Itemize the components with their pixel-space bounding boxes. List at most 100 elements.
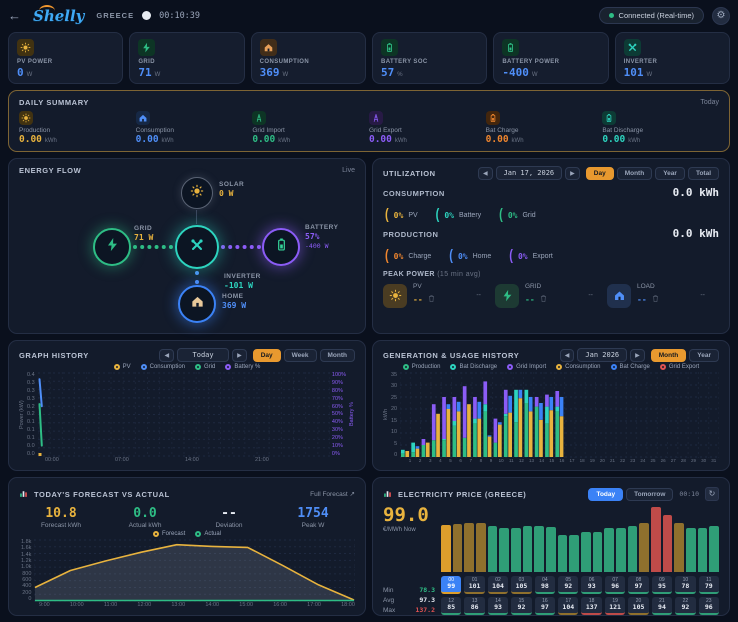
price-cell-13[interactable]: 1386 [464, 597, 484, 615]
daily-metric-unit: kWh [45, 138, 57, 144]
price-bar-02[interactable] [464, 523, 474, 572]
home-node[interactable] [178, 285, 216, 323]
price-cell-05[interactable]: 0592 [558, 576, 578, 594]
grid-node[interactable] [93, 228, 131, 266]
price-cell-18[interactable]: 18137 [581, 597, 601, 615]
gen-next-button[interactable]: ▶ [630, 349, 645, 362]
refresh-button[interactable]: ↻ [705, 487, 719, 501]
price-cell-10[interactable]: 1078 [675, 576, 695, 594]
stat-card-pv-power[interactable]: PV POWER0W [8, 32, 123, 84]
price-bar-14[interactable] [604, 528, 614, 572]
tower-icon [252, 111, 266, 125]
gh-period-month-button[interactable]: Month [320, 349, 356, 362]
price-bar-19[interactable] [663, 515, 673, 572]
price-cell-22[interactable]: 2292 [675, 597, 695, 615]
battery-node[interactable] [262, 228, 300, 266]
util-period-day-button[interactable]: Day [586, 167, 614, 180]
gen-prev-button[interactable]: ◀ [560, 349, 575, 362]
price-bar-15[interactable] [616, 528, 626, 572]
price-cell-02[interactable]: 02104 [488, 576, 508, 594]
price-cell-value: 96 [699, 604, 719, 611]
settings-gear-button[interactable]: ⚙ [712, 7, 730, 25]
gh-period-day-button[interactable]: Day [253, 349, 281, 362]
price-bar-08[interactable] [534, 526, 544, 572]
price-bar-23[interactable] [709, 526, 719, 572]
axis-tick: 0.1 [27, 427, 35, 433]
price-cell-07[interactable]: 0796 [605, 576, 625, 594]
legend-marker [225, 364, 231, 370]
price-bar-00[interactable] [441, 525, 451, 572]
price-day-tomorrow-button[interactable]: Tomorrow [626, 488, 673, 501]
solar-node[interactable] [181, 177, 213, 209]
price-cell-01[interactable]: 01101 [464, 576, 484, 594]
history-prev-button[interactable]: ◀ [159, 349, 174, 362]
price-cell-19[interactable]: 19121 [605, 597, 625, 615]
util-period-month-button[interactable]: Month [617, 167, 653, 180]
trash-icon[interactable] [427, 290, 436, 308]
energy-flow-title: ENERGY FLOW [19, 166, 81, 175]
axis-tick: 11 [506, 458, 516, 463]
price-cell-23[interactable]: 2396 [699, 597, 719, 615]
daily-metric-label: Grid Export [369, 127, 486, 134]
price-cell-21[interactable]: 2194 [652, 597, 672, 615]
price-cell-15[interactable]: 1592 [511, 597, 531, 615]
price-bar-04[interactable] [488, 526, 498, 572]
trash-icon[interactable] [651, 290, 660, 308]
price-cell-06[interactable]: 0693 [581, 576, 601, 594]
legend-label: Consumption [150, 364, 185, 370]
price-cell-04[interactable]: 0498 [535, 576, 555, 594]
price-bar-05[interactable] [499, 528, 509, 572]
price-cell-08[interactable]: 0897 [628, 576, 648, 594]
date-display[interactable]: Jan 17, 2026 [496, 166, 563, 180]
price-cell-03[interactable]: 03105 [511, 576, 531, 594]
gh-period-week-button[interactable]: Week [284, 349, 317, 362]
gen-date-display[interactable]: Jan 2026 [577, 348, 627, 362]
price-bar-06[interactable] [511, 528, 521, 572]
price-bar-20[interactable] [674, 523, 684, 573]
legend-marker [507, 364, 513, 370]
util-period-year-button[interactable]: Year [655, 167, 685, 180]
price-cell-17[interactable]: 17104 [558, 597, 578, 615]
util-period-total-button[interactable]: Total [688, 167, 719, 180]
price-bar-12[interactable] [581, 532, 591, 572]
price-cell-00[interactable]: 0099 [441, 576, 461, 594]
stat-card-consumption[interactable]: CONSUMPTION369W [251, 32, 366, 84]
price-cell-16[interactable]: 1697 [535, 597, 555, 615]
price-bar-13[interactable] [593, 532, 603, 572]
price-cell-12[interactable]: 1285 [441, 597, 461, 615]
legend-item-gridimport: Grid Import [507, 364, 546, 370]
stat-card-inverter[interactable]: INVERTER101W [615, 32, 730, 84]
history-next-button[interactable]: ▶ [232, 349, 247, 362]
price-bar-17[interactable] [639, 523, 649, 572]
price-cell-09[interactable]: 0995 [652, 576, 672, 594]
date-prev-button[interactable]: ◀ [478, 167, 493, 180]
price-bar-10[interactable] [558, 535, 568, 572]
history-date-display[interactable]: Today [177, 348, 229, 362]
price-bar-03[interactable] [476, 523, 486, 573]
price-bar-01[interactable] [453, 524, 463, 572]
price-cell-20[interactable]: 20105 [628, 597, 648, 615]
price-cell-14[interactable]: 1493 [488, 597, 508, 615]
stat-card-battery-power[interactable]: BATTERY POWER-400W [493, 32, 608, 84]
back-button[interactable]: ← [8, 8, 21, 23]
price-day-today-button[interactable]: Today [588, 488, 623, 501]
price-bar-09[interactable] [546, 527, 556, 572]
price-bar-11[interactable] [569, 535, 579, 572]
date-next-button[interactable]: ▶ [565, 167, 580, 180]
stat-card-battery-soc[interactable]: BATTERY SOC57% [372, 32, 487, 84]
price-cell-value: 93 [581, 583, 601, 590]
price-bar-07[interactable] [523, 526, 533, 572]
forecast-stat-forecast-kwh: 10.8Forecast kWh [19, 506, 103, 529]
price-bar-21[interactable] [686, 528, 696, 572]
legend-marker [660, 364, 666, 370]
stat-card-grid[interactable]: GRID71W [129, 32, 244, 84]
trash-icon[interactable] [539, 290, 548, 308]
price-cell-11[interactable]: 1179 [699, 576, 719, 594]
price-bar-18[interactable] [651, 507, 661, 572]
gen-period-year-button[interactable]: Year [689, 349, 719, 362]
inverter-node[interactable] [175, 225, 219, 269]
price-bar-16[interactable] [628, 526, 638, 572]
price-bar-22[interactable] [698, 528, 708, 572]
gen-period-month-button[interactable]: Month [651, 349, 687, 362]
full-forecast-link[interactable]: Full Forecast ↗ [310, 490, 355, 498]
